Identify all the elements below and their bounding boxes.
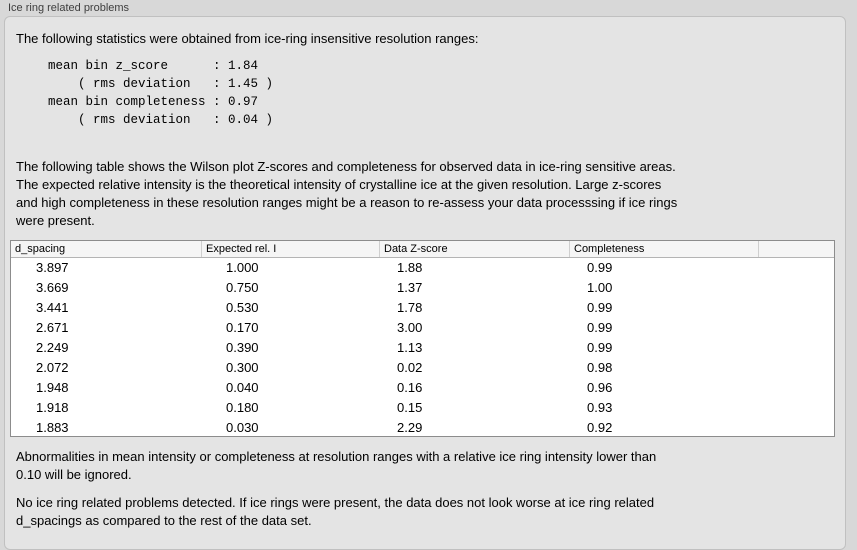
table-cell: 0.170: [226, 320, 259, 335]
table-row[interactable]: 1.918 0.180 0.15 0.93: [11, 398, 834, 418]
ice-ring-table[interactable]: d_spacing Expected rel. I Data Z-score Comp…: [10, 240, 835, 437]
ignore-note-text: Abnormalities in mean intensity or compl…: [16, 449, 657, 482]
table-cell: 0.93: [587, 400, 613, 415]
column-header-d-spacing[interactable]: d_spacing: [15, 243, 66, 255]
table-cell: 0.98: [587, 360, 613, 375]
table-cell: 0.530: [226, 300, 259, 315]
column-header-data-z-score[interactable]: Data Z-score: [379, 241, 569, 257]
table-cell: 2.249: [36, 340, 69, 355]
table-cell: 0.180: [226, 400, 259, 415]
table-cell: 3.00: [397, 320, 423, 335]
table-cell: 1.78: [397, 300, 423, 315]
stat-line: ( rms deviation : 0.04 ): [48, 113, 274, 127]
table-cell: 1.37: [397, 280, 423, 295]
table-row[interactable]: 3.897 1.000 1.88 0.99: [11, 258, 834, 278]
table-cell: 1.918: [36, 400, 69, 415]
table-cell: 0.390: [226, 340, 259, 355]
conclusion-text: No ice ring related problems detected. I…: [16, 495, 655, 528]
table-cell: 0.300: [226, 360, 259, 375]
table-cell: 0.99: [587, 300, 613, 315]
table-cell: 0.750: [226, 280, 259, 295]
table-cell: 0.99: [587, 340, 613, 355]
statistics-block: mean bin z_score : 1.84 ( rms deviation …: [48, 57, 845, 129]
ice-ring-table-header: d_spacing Expected rel. I Data Z-score Comp…: [11, 241, 834, 258]
table-cell: 0.02: [397, 360, 423, 375]
ice-ring-panel: The following statistics were obtained f…: [4, 16, 846, 550]
intro-text: The following statistics were obtained f…: [16, 31, 479, 46]
table-cell: 3.441: [36, 300, 69, 315]
stat-line: mean bin completeness : 0.97: [48, 95, 259, 109]
table-cell: 0.96: [587, 380, 613, 395]
table-cell: 1.88: [397, 260, 423, 275]
table-cell: 1.883: [36, 420, 69, 435]
table-cell: 0.030: [226, 420, 259, 435]
wilson-table-description: The following table shows the Wilson plo…: [16, 159, 678, 228]
table-cell: 0.15: [397, 400, 423, 415]
stat-line: ( rms deviation : 1.45 ): [48, 77, 274, 91]
table-cell: 1.13: [397, 340, 423, 355]
table-cell: 3.669: [36, 280, 69, 295]
table-row[interactable]: 1.883 0.030 2.29 0.92: [11, 418, 834, 436]
stat-line: mean bin z_score : 1.84: [48, 59, 259, 73]
table-row[interactable]: 3.669 0.750 1.37 1.00: [11, 278, 834, 298]
table-cell: 2.29: [397, 420, 423, 435]
table-row[interactable]: 3.441 0.530 1.78 0.99: [11, 298, 834, 318]
group-box-title: Ice ring related problems: [8, 2, 130, 14]
table-cell: 0.99: [587, 320, 613, 335]
table-row[interactable]: 1.948 0.040 0.16 0.96: [11, 378, 834, 398]
table-cell: 2.671: [36, 320, 69, 335]
column-header-completeness[interactable]: Completeness: [569, 241, 758, 257]
column-header-expected-rel-i[interactable]: Expected rel. I: [201, 241, 379, 257]
column-header-blank[interactable]: [758, 241, 834, 257]
table-cell: 1.000: [226, 260, 259, 275]
table-cell: 0.92: [587, 420, 613, 435]
table-cell: 0.040: [226, 380, 259, 395]
table-cell: 1.00: [587, 280, 613, 295]
table-row[interactable]: 2.671 0.170 3.00 0.99: [11, 318, 834, 338]
table-cell: 0.99: [587, 260, 613, 275]
table-cell: 2.072: [36, 360, 69, 375]
table-row[interactable]: 2.072 0.300 0.02 0.98: [11, 358, 834, 378]
table-cell: 0.16: [397, 380, 423, 395]
ice-ring-table-rows: 3.897 1.000 1.88 0.99 3.669 0.750 1.37 1.00 3.44…: [11, 258, 834, 436]
table-cell: 1.948: [36, 380, 69, 395]
table-cell: 3.897: [36, 260, 69, 275]
table-row[interactable]: 2.249 0.390 1.13 0.99: [11, 338, 834, 358]
